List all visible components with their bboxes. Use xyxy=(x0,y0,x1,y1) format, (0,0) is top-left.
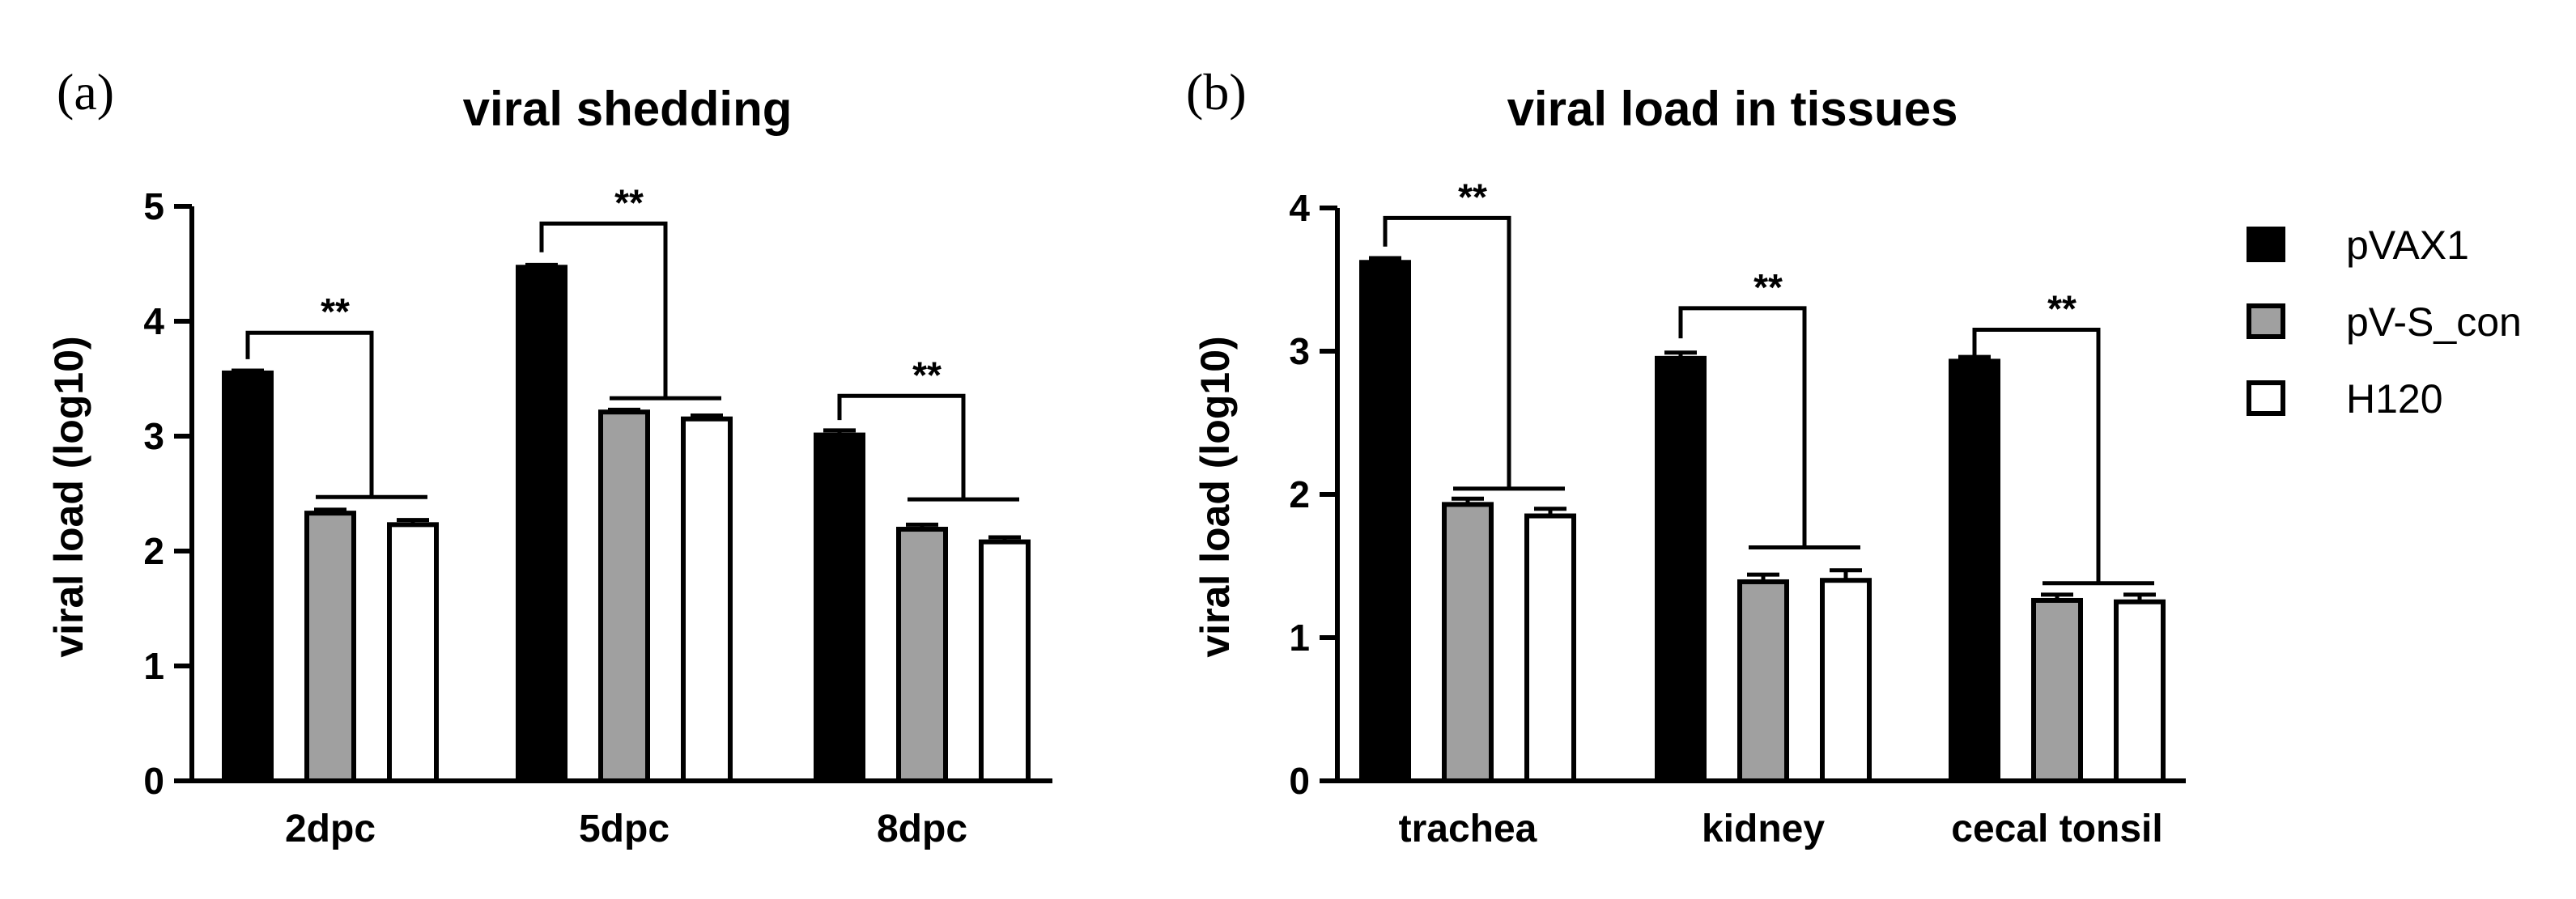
panel-a-bar-8dpc-pv-s-con xyxy=(896,527,948,784)
panel-a-sig-bracket-2dpc xyxy=(245,330,374,498)
panel-b-ytick-label-1: 1 xyxy=(1289,617,1310,659)
panel-a-sig-label-5dpc: ** xyxy=(614,181,644,223)
panel-b-label: (b) xyxy=(1186,63,1247,121)
panel-a-bar-8dpc-pvax1 xyxy=(814,432,865,784)
panel-b-bar-cecal-tonsil-h120 xyxy=(2114,599,2166,783)
panel-a-bar-5dpc-h120 xyxy=(681,416,733,783)
panel-a-bar-2dpc-h120 xyxy=(387,522,439,784)
legend-label-h120: H120 xyxy=(2346,376,2443,422)
panel-a-bar-2dpc-pv-s-con xyxy=(304,511,356,783)
panel-a-bar-5dpc-pvax1 xyxy=(516,265,567,783)
panel-a-sig-label-8dpc: ** xyxy=(912,354,942,396)
panel-b-bar-kidney-h120 xyxy=(1820,578,1872,784)
panel-a-bar-8dpc-h120 xyxy=(979,539,1031,783)
panel-a-sig-bracket-8dpc xyxy=(837,393,966,500)
legend: pVAX1 pV-S_con H120 xyxy=(2247,223,2522,422)
panel-b-xtick-label-kidney: kidney xyxy=(1702,808,1825,850)
panel-b-bar-trachea-pvax1 xyxy=(1359,260,1411,783)
panel-a-title: viral shedding xyxy=(463,82,793,136)
legend-swatch-pv-s-con xyxy=(2247,303,2285,339)
panel-b-ylabel: viral load (log10) xyxy=(1192,336,1238,657)
panel-b-xtick-label-trachea: trachea xyxy=(1399,808,1537,850)
panel-a-ytick-label-2: 2 xyxy=(143,530,164,572)
panel-b-bar-cecal-tonsil-pv-s-con xyxy=(2031,597,2083,783)
panel-b-xtick-label-cecal-tonsil: cecal tonsil xyxy=(1951,808,2162,850)
panel-b-bar-kidney-pvax1 xyxy=(1655,355,1707,784)
panel-a-plot: 0 1 2 3 4 5 2dpc ** 5dpc ** 8dpc ** xyxy=(143,181,1052,850)
panel-b-bar-cecal-tonsil-pvax1 xyxy=(1949,358,2000,783)
panel-a-ytick-label-4: 4 xyxy=(143,300,164,342)
panel-a-xtick-label-8dpc: 8dpc xyxy=(877,808,967,850)
panel-b-sig-label-trachea: ** xyxy=(1458,176,1487,218)
panel-a-sig-label-2dpc: ** xyxy=(321,290,350,333)
panel-b-plot: 0 1 2 3 4 trachea ** kidney ** cecal tonsil ** xyxy=(1289,176,2186,850)
panel-a-xtick-label-5dpc: 5dpc xyxy=(579,808,670,850)
panel-a-label: (a) xyxy=(57,63,114,121)
panel-b-sig-bracket-trachea xyxy=(1383,215,1511,489)
legend-swatch-pvax1 xyxy=(2247,227,2285,262)
panel-b-sig-bracket-cecal-tonsil xyxy=(1972,327,2101,583)
panel-b-title: viral load in tissues xyxy=(1507,82,1958,136)
panel-a-bar-2dpc-pvax1 xyxy=(222,370,274,783)
panel-b-ytick-label-2: 2 xyxy=(1289,473,1310,515)
panel-a-ytick-label-1: 1 xyxy=(143,645,164,687)
legend-label-pvax1: pVAX1 xyxy=(2346,223,2469,268)
panel-b-ytick-label-4: 4 xyxy=(1289,187,1310,229)
panel-b: (b) viral load in tissues viral load (lo… xyxy=(1186,63,2186,850)
panel-b-sig-label-kidney: ** xyxy=(1753,266,1783,308)
panel-b-ytick-label-3: 3 xyxy=(1289,330,1310,372)
panel-b-sig-bracket-kidney xyxy=(1678,306,1807,548)
panel-b-bar-trachea-h120 xyxy=(1524,513,1576,783)
panel-a-sig-bracket-5dpc xyxy=(539,221,668,399)
panel-a-ytick-label-0: 0 xyxy=(143,760,164,802)
panel-b-sig-label-cecal-tonsil: ** xyxy=(2047,287,2077,329)
legend-swatch-h120 xyxy=(2247,380,2285,416)
panel-a-bar-5dpc-pv-s-con xyxy=(598,409,650,783)
legend-label-pv-s-con: pV-S_con xyxy=(2346,299,2522,345)
panel-b-bar-trachea-pv-s-con xyxy=(1442,502,1494,783)
panel-a-ylabel: viral load (log10) xyxy=(46,336,91,657)
panel-a-ytick-label-3: 3 xyxy=(143,415,164,457)
panel-a-xtick-label-2dpc: 2dpc xyxy=(285,808,376,850)
panel-a: (a) viral shedding viral load (log10) 0 1… xyxy=(46,63,1052,850)
panel-a-ytick-label-5: 5 xyxy=(143,185,164,227)
panel-b-ytick-label-0: 0 xyxy=(1289,760,1310,802)
panel-b-bar-kidney-pv-s-con xyxy=(1737,579,1789,783)
